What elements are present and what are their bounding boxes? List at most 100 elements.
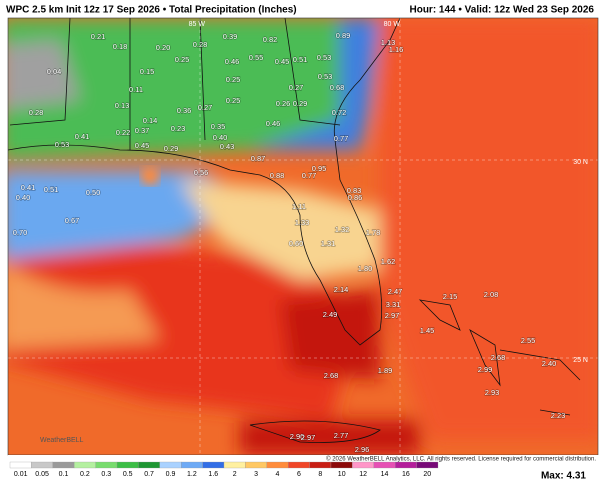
precip-label: 2.97: [385, 311, 400, 320]
precip-label: 0.14: [143, 116, 158, 125]
precip-label: 0.04: [47, 67, 62, 76]
precip-label: 0.45: [275, 57, 290, 66]
colorbar-label: 2: [233, 471, 237, 478]
colorbar-swatch: [373, 461, 396, 469]
colorbar-swatch: [9, 461, 32, 469]
precip-label: 0.50: [86, 188, 101, 197]
colorbar-label: 1.2: [187, 471, 197, 478]
precip-label: 1.33: [295, 218, 310, 227]
precip-label: 0.25: [226, 75, 241, 84]
colorbar-label: 0.01: [14, 471, 28, 478]
precip-label: 0.51: [293, 55, 308, 64]
precip-label: 2.99: [478, 365, 493, 374]
grid-label: 30 N: [573, 159, 588, 166]
precip-label: 0.45: [135, 141, 150, 150]
precip-label: 1.45: [420, 326, 435, 335]
colorbar-swatch: [352, 461, 374, 469]
grid-label: 80 W: [384, 21, 401, 28]
colorbar-swatch: [416, 461, 439, 469]
precip-label: 0.39: [223, 32, 238, 41]
colorbar-swatch: [202, 461, 225, 469]
colorbar-swatch: [31, 461, 53, 469]
precip-label: 0.28: [193, 40, 208, 49]
map-field: [7, 17, 599, 456]
precip-label: 2.90: [290, 432, 305, 441]
precip-label: 0.25: [226, 96, 241, 105]
colorbar-swatch: [52, 461, 75, 469]
colorbar-label: 0.1: [59, 471, 69, 478]
precip-label: 0.67: [65, 216, 80, 225]
precip-label: 0.21: [91, 32, 106, 41]
colorbar-label: 0.7: [144, 471, 154, 478]
colorbar-swatch: [138, 461, 160, 469]
precip-label: 1.78: [366, 228, 381, 237]
precip-label: 2.23: [551, 411, 566, 420]
precip-label: 0.13: [115, 101, 130, 110]
precip-label: 0.60: [289, 239, 304, 248]
colorbar-label: 4: [276, 471, 280, 478]
precip-label: 0.77: [302, 171, 317, 180]
copyright: © 2026 WeatherBELL Analytics, LLC. All r…: [326, 456, 596, 463]
precip-label: 1.31: [321, 239, 336, 248]
precip-label: 2.77: [334, 431, 349, 440]
logo: WeatherBELL: [40, 437, 84, 444]
precip-label: 0.86: [348, 193, 363, 202]
colorbar-label: 0.2: [80, 471, 90, 478]
precip-label: 0.46: [266, 119, 281, 128]
colorbar-label: 0.05: [35, 471, 49, 478]
colorbar-swatch: [95, 461, 118, 469]
precip-label: 0.95: [312, 164, 327, 173]
grid-label: 85 W: [189, 21, 206, 28]
precip-label: 0.37: [135, 126, 150, 135]
precip-label: 0.23: [171, 124, 186, 133]
precip-label: 0.77: [334, 134, 349, 143]
precip-label: 2.96: [355, 445, 370, 454]
colorbar-swatch: [223, 461, 246, 469]
colorbar-label: 6: [297, 471, 301, 478]
colorbar-label: 0.3: [101, 471, 111, 478]
precip-label: 0.82: [263, 35, 278, 44]
colorbar-label: 3: [254, 471, 258, 478]
colorbar-label: 8: [318, 471, 322, 478]
precip-label: 0.29: [164, 144, 179, 153]
colorbar-label: 16: [402, 471, 410, 478]
colorbar-label: 0.5: [123, 471, 133, 478]
precip-label: 2.49: [323, 310, 338, 319]
precip-label: 0.22: [116, 128, 131, 137]
precip-label: 2.68: [324, 371, 339, 380]
precip-label: 0.27: [289, 83, 304, 92]
precip-label: 2.93: [485, 388, 500, 397]
precip-label: 0.36: [177, 106, 192, 115]
colorbar-label: 10: [338, 471, 346, 478]
header-bar: [0, 0, 600, 18]
precip-label: 0.40: [213, 133, 228, 142]
precip-label: 0.27: [198, 103, 213, 112]
colorbar-label: 20: [423, 471, 431, 478]
precip-label: 0.41: [21, 183, 36, 192]
precip-label: 3.31: [386, 300, 401, 309]
precip-label: 0.43: [220, 142, 235, 151]
colorbar-swatch: [395, 461, 417, 469]
precip-label: 0.89: [336, 31, 351, 40]
precip-label: 0.25: [175, 55, 190, 64]
precip-label: 1.32: [335, 225, 350, 234]
precip-label: 0.53: [318, 72, 333, 81]
precip-label: 0.55: [249, 53, 264, 62]
precip-label: 0.51: [44, 185, 59, 194]
grid-label: 25 N: [573, 357, 588, 364]
title: WPC 2.5 km Init 12z 17 Sep 2026 • Total …: [6, 5, 297, 16]
precip-label: 0.68: [330, 83, 345, 92]
precip-label: 0.53: [317, 53, 332, 62]
precip-label: 0.72: [332, 108, 347, 117]
precip-label: 0.87: [251, 154, 266, 163]
colorbar-swatch: [309, 461, 332, 469]
precip-label: 0.88: [270, 171, 285, 180]
precip-label: 0.35: [211, 122, 226, 131]
colorbar-swatch: [266, 461, 289, 469]
footer: [8, 455, 600, 492]
colorbar-swatch: [330, 461, 353, 469]
precip-label: 2.08: [484, 290, 499, 299]
precip-label: 2.14: [334, 285, 349, 294]
colorbar-label: 14: [381, 471, 389, 478]
